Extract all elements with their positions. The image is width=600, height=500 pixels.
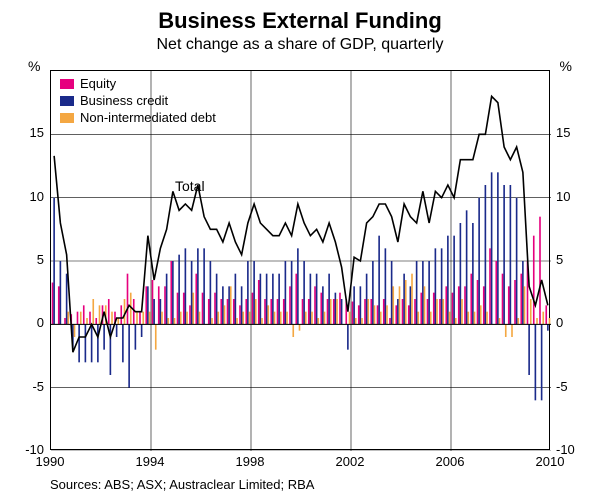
legend: Equity Business credit Non-intermediated… — [60, 76, 216, 127]
x-tick: 2006 — [436, 454, 465, 469]
sources-text: Sources: ABS; ASX; Austraclear Limited; … — [50, 477, 314, 492]
legend-swatch-non-intermediated — [60, 113, 74, 123]
y-tick-left: 15 — [30, 125, 44, 140]
y-tick-right: -5 — [556, 379, 568, 394]
legend-swatch-equity — [60, 79, 74, 89]
y-tick-right: 0 — [556, 315, 563, 330]
y-tick-left: 0 — [37, 315, 44, 330]
legend-label-equity: Equity — [80, 76, 116, 91]
y-unit-left: % — [28, 58, 40, 74]
legend-label-business-credit: Business credit — [80, 93, 168, 108]
y-tick-right: 5 — [556, 252, 563, 267]
x-tick: 2010 — [536, 454, 565, 469]
y-tick-right: 15 — [556, 125, 570, 140]
legend-swatch-business-credit — [60, 96, 74, 106]
y-tick-left: 5 — [37, 252, 44, 267]
x-tick: 2002 — [336, 454, 365, 469]
legend-label-non-intermediated: Non-intermediated debt — [80, 110, 216, 125]
chart-container: Business External Funding Net change as … — [0, 0, 600, 500]
annotation-total: Total — [175, 178, 205, 194]
x-tick: 1998 — [236, 454, 265, 469]
legend-item-non-intermediated: Non-intermediated debt — [60, 110, 216, 125]
chart-subtitle: Net change as a share of GDP, quarterly — [0, 36, 600, 54]
chart-title: Business External Funding — [0, 0, 600, 34]
plot-svg — [51, 71, 551, 451]
legend-item-equity: Equity — [60, 76, 216, 91]
x-tick: 1994 — [136, 454, 165, 469]
legend-item-business-credit: Business credit — [60, 93, 216, 108]
x-tick: 1990 — [36, 454, 65, 469]
plot-area — [50, 70, 550, 450]
y-tick-left: 10 — [30, 189, 44, 204]
y-tick-right: 10 — [556, 189, 570, 204]
y-unit-right: % — [560, 58, 572, 74]
y-tick-left: -5 — [32, 379, 44, 394]
